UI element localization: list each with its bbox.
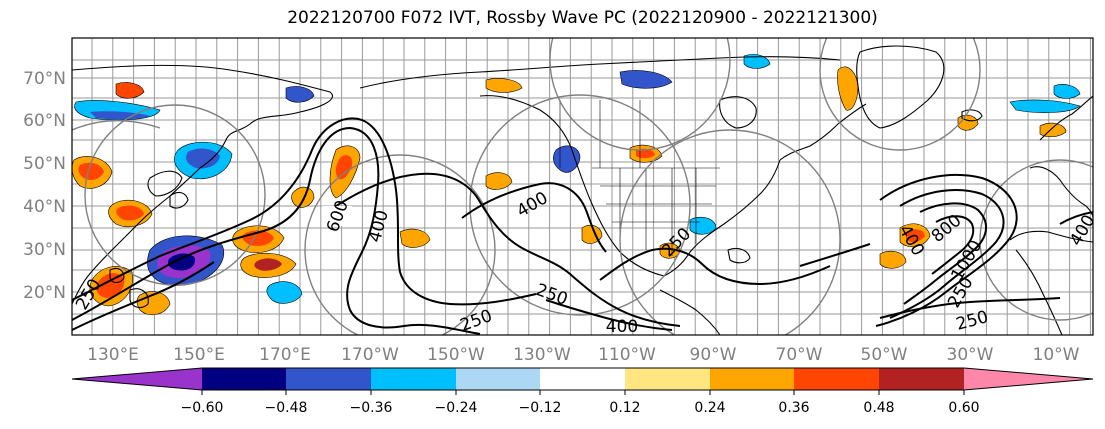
longitude-labels: 130°E 150°E 170°E 170°W 150°W 130°W 110°W 90°W 7… — [87, 345, 1080, 365]
latitude-label: 50°N — [23, 154, 66, 174]
map-title: 2022120700 F072 IVT, Rossby Wave PC (202… — [287, 8, 878, 28]
longitude-label: 170°W — [341, 345, 399, 365]
map-frame — [71, 37, 1094, 336]
anomaly-shading — [72, 54, 1081, 316]
colorbar-tick-label: −0.24 — [435, 400, 478, 416]
latitude-label: 70°N — [23, 69, 66, 89]
colorbar-tick-label: −0.36 — [350, 400, 393, 416]
latitude-labels: 70°N 60°N 50°N 40°N 30°N 20°N — [23, 69, 66, 303]
colorbar-segment — [879, 368, 964, 390]
ivt-contours — [72, 117, 1093, 335]
colorbar-tick-label: −0.60 — [181, 400, 224, 416]
colorbar-tick-label: 0.12 — [609, 400, 640, 416]
latitude-label: 60°N — [23, 111, 66, 131]
colorbar-tick-label: 0.60 — [948, 400, 979, 416]
colorbar-segment — [456, 368, 540, 390]
longitude-label: 70°W — [776, 345, 823, 365]
coastlines — [72, 45, 1093, 335]
longitude-label: 130°E — [87, 345, 139, 365]
colorbar-tick-label: 0.36 — [778, 400, 809, 416]
colorbar-segment — [72, 368, 202, 390]
latitude-label: 40°N — [23, 197, 66, 217]
longitude-label: 10°W — [1033, 345, 1080, 365]
colorbar-tick-label: 0.24 — [694, 400, 725, 416]
colorbar-segment — [371, 368, 456, 390]
longitude-label: 90°W — [690, 345, 737, 365]
colorbar-tick-label: −0.12 — [519, 400, 562, 416]
colorbar-segment — [202, 368, 286, 390]
colorbar-segment — [286, 368, 371, 390]
colorbar-tick-label: −0.48 — [265, 400, 308, 416]
colorbar-segment — [710, 368, 794, 390]
colorbar: −0.60 −0.48 −0.36 −0.24 −0.12 0.12 0.24 0.36 0.4… — [71, 367, 1094, 416]
longitude-label: 150°W — [427, 345, 485, 365]
colorbar-segment — [540, 368, 625, 390]
longitude-label: 30°W — [947, 345, 994, 365]
latitude-label: 30°N — [23, 240, 66, 260]
colorbar-tick-label: 0.48 — [863, 400, 894, 416]
contour-label: 400 — [606, 317, 638, 337]
longitude-label: 50°W — [861, 345, 908, 365]
state-borders — [559, 100, 720, 256]
colorbar-segment — [964, 368, 1093, 390]
longitude-label: 150°E — [173, 345, 225, 365]
longitude-label: 130°W — [513, 345, 571, 365]
longitude-label: 110°W — [598, 345, 656, 365]
colorbar-segment — [794, 368, 879, 390]
latitude-label: 20°N — [23, 283, 66, 303]
colorbar-segment — [625, 368, 710, 390]
longitude-label: 170°E — [259, 345, 311, 365]
rossby-contours — [72, 38, 1093, 335]
